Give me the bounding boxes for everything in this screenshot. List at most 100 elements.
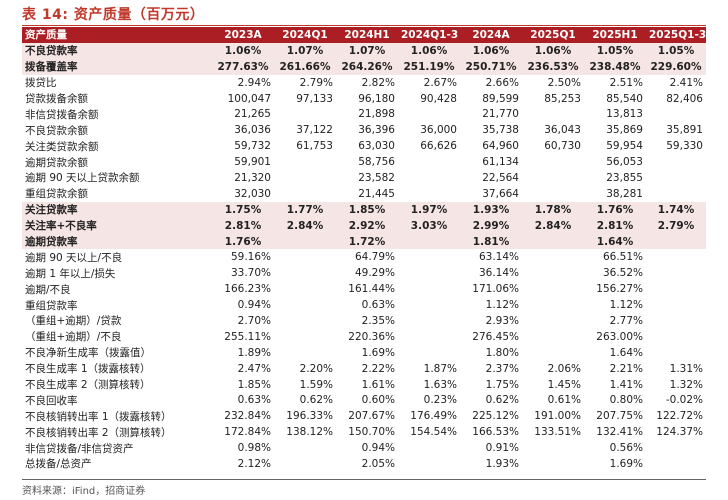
row-label: 不良生成率 2（测算核转） [25, 379, 151, 392]
value-cell [646, 297, 706, 313]
value-cell: 0.80% [609, 394, 643, 407]
row-label: 逾期 90 天以上/不良 [25, 251, 123, 264]
value-cell: 37,664 [482, 187, 519, 200]
value-cell: 176.49% [410, 410, 457, 423]
value-cell [522, 249, 584, 265]
value-cell: 2.21% [609, 362, 643, 375]
value-cell [646, 281, 706, 297]
value-cell: 2.20% [299, 362, 333, 375]
value-cell: 0.91% [485, 442, 519, 455]
value-cell: 1.85% [237, 378, 271, 391]
value-cell: 263.00% [596, 330, 643, 343]
value-cell: 1.76% [584, 201, 646, 218]
row-label: 非信贷拨备/非信贷资产 [25, 442, 134, 455]
row-label: 拨贷比 [25, 77, 57, 90]
value-cell: 0.63% [361, 299, 395, 312]
value-cell: 1.64% [609, 346, 643, 359]
value-cell [398, 281, 460, 297]
table-row: 重组贷款余额 32,030 21,445 37,664 38,281 [22, 186, 706, 202]
value-cell: 1.97% [398, 201, 460, 218]
value-cell: 64.79% [354, 251, 395, 264]
value-cell: 2.06% [547, 362, 581, 375]
table-row: 逾期 90 天以上贷款余额 21,320 23,582 22,564 23,855 [22, 170, 706, 186]
value-cell [398, 313, 460, 329]
value-cell: 2.35% [361, 314, 395, 327]
value-cell: 238.48% [584, 58, 646, 75]
header-cell: 2025H1 [584, 27, 646, 43]
value-cell: 49.29% [354, 267, 395, 280]
value-cell: 96,180 [358, 92, 395, 105]
value-cell: 2.79% [646, 217, 706, 234]
table-row: 关注率+不良率 2.81% 2.84% 2.92% 3.03% 2.99% 2.84% 2.8… [22, 217, 706, 234]
header-cell: 资产质量 [22, 27, 212, 43]
header-cell: 2023A [212, 27, 274, 43]
value-cell [646, 456, 706, 472]
value-cell [646, 329, 706, 345]
header-cell: 2024Q1-3 [398, 27, 460, 43]
value-cell: 36.14% [478, 267, 519, 280]
value-cell: -0.02% [665, 394, 703, 407]
row-label: 不良核销转出率 2（测算核转） [25, 426, 172, 439]
value-cell [398, 456, 460, 472]
row-label: 贷款拨备余额 [25, 93, 88, 105]
value-cell [274, 186, 336, 202]
value-cell: 166.53% [472, 426, 519, 439]
value-cell: 229.60% [646, 58, 706, 75]
value-cell: 1.72% [336, 233, 398, 250]
value-cell: 32,030 [234, 187, 271, 200]
value-cell [646, 313, 706, 329]
value-cell [646, 106, 706, 122]
value-cell: 60,730 [544, 140, 581, 153]
value-cell: 1.32% [669, 378, 703, 391]
row-label: 非信贷拨备余额 [25, 108, 99, 121]
value-cell: 1.05% [646, 42, 706, 59]
value-cell: 59.16% [230, 251, 271, 264]
value-cell [522, 170, 584, 186]
value-cell: 85,540 [606, 92, 643, 105]
value-cell: 2.05% [361, 457, 395, 470]
value-cell [274, 249, 336, 265]
row-label: 不良贷款余额 [25, 124, 88, 137]
value-cell: 138.12% [286, 426, 333, 439]
row-label: 重组贷款余额 [25, 188, 88, 201]
table-row: 不良生成率 1（拨露核转） 2.47% 2.20% 2.22% 1.87% 2.37% 2.… [22, 361, 706, 377]
header-cell: 2024H1 [336, 27, 398, 43]
value-cell: 1.75% [485, 378, 519, 391]
value-cell: 1.45% [547, 378, 581, 391]
value-cell [522, 345, 584, 361]
value-cell: 1.74% [646, 201, 706, 218]
value-cell [398, 297, 460, 313]
value-cell: 59,954 [606, 140, 643, 153]
value-cell: 1.64% [584, 233, 646, 250]
value-cell [522, 297, 584, 313]
value-cell: 64,960 [482, 140, 519, 153]
bottom-rule [22, 479, 706, 480]
value-cell: 156.27% [596, 283, 643, 296]
value-cell: 61,753 [296, 140, 333, 153]
value-cell: 1.06% [460, 42, 522, 59]
table-row: 非信贷拨备余额 21,265 21,898 21,770 13,813 [22, 106, 706, 122]
row-label: （重组+逾期）/不良 [25, 331, 122, 344]
table-row: 不良净新生成率（拨露值） 1.89% 1.69% 1.80% 1.64% [22, 345, 706, 361]
table-row: 不良核销转出率 2（测算核转） 172.84% 138.12% 150.70% 154.… [22, 424, 706, 440]
value-cell [646, 440, 706, 456]
row-label: 拨备覆盖率 [22, 58, 212, 75]
value-cell: 1.87% [423, 362, 457, 375]
table-row: 贷款拨备余额 100,047 97,133 96,180 90,428 89,599 85,… [22, 91, 706, 107]
value-cell: 33.70% [230, 267, 271, 280]
value-cell [398, 329, 460, 345]
value-cell: 172.84% [224, 426, 271, 439]
value-cell [274, 313, 336, 329]
value-cell [522, 440, 584, 456]
value-cell: 2.84% [522, 217, 584, 234]
value-cell: 2.82% [361, 76, 395, 89]
row-label: 不良回收率 [25, 394, 78, 407]
value-cell: 36,036 [234, 124, 271, 137]
value-cell: 2.99% [460, 217, 522, 234]
value-cell: 35,869 [606, 124, 643, 137]
header-cell: 2024A [460, 27, 522, 43]
value-cell: 100,047 [227, 92, 271, 105]
value-cell: 2.70% [237, 314, 271, 327]
value-cell [522, 233, 584, 250]
